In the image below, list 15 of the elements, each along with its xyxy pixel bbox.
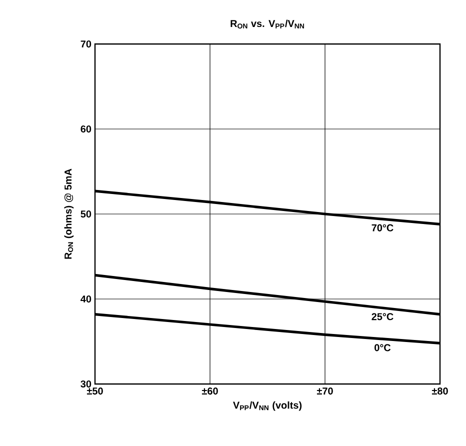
y-tick-label: 70 xyxy=(80,40,92,48)
series-label: 0°C xyxy=(374,344,391,352)
y-tick-label: 50 xyxy=(80,210,92,218)
x-axis-title: V$_{PP}$/V$_{NN}$ (volts) xyxy=(233,401,302,411)
x-tick-label: ±60 xyxy=(202,388,218,395)
y-tick-label: 40 xyxy=(80,295,92,303)
y-tick-label: 60 xyxy=(80,125,92,133)
chart-title: R$_{ON}$ vs. V$_{PP}$/V$_{NN}$ xyxy=(230,20,304,28)
x-tick-label: ±70 xyxy=(316,388,333,395)
y-axis-title: R$_{ON}$ (ohms) @ 5mA xyxy=(64,168,74,259)
x-tick-label: ±80 xyxy=(432,388,448,395)
series-label: 70°C xyxy=(372,224,394,232)
series-label: 25°C xyxy=(372,313,394,320)
y-tick-label: 30 xyxy=(80,380,92,388)
x-tick-label: ±50 xyxy=(86,388,103,395)
